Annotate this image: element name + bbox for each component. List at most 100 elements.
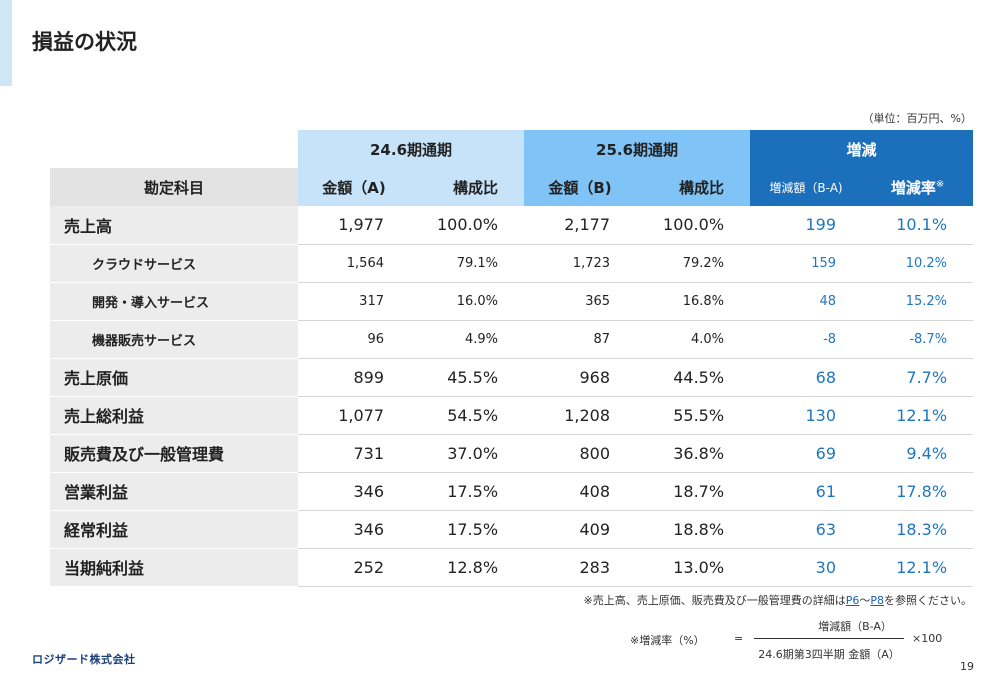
rate-cell: 10.2% xyxy=(862,244,974,283)
table-row: 開発・導入サービス 317 16.0% 365 16.8% 48 15.2% xyxy=(50,282,974,321)
footnote: ※売上高、売上原価、販売費及び一般管理費の詳細はP6〜P8を参照ください。 xyxy=(584,592,973,608)
pl-table-body: 売上高 1,977 100.0% 2,177 100.0% 199 10.1% クラウドサービ… xyxy=(50,206,974,587)
amount-b-cell: 968 xyxy=(524,358,637,397)
company-logo: ロジザード株式会社 xyxy=(32,653,136,666)
column-header-ratio-b: 構成比 xyxy=(636,168,751,206)
ratio-b-cell: 18.7% xyxy=(636,472,751,511)
group-header-prev: 24.6期通期 xyxy=(298,130,525,168)
amount-b-cell: 283 xyxy=(524,548,637,587)
table-row: クラウドサービス 1,564 79.1% 1,723 79.2% 159 10.2% xyxy=(50,244,974,283)
diff-cell: 68 xyxy=(750,358,863,397)
ratio-a-cell: 100.0% xyxy=(410,206,525,245)
amount-b-cell: 2,177 xyxy=(524,206,637,245)
ratio-b-cell: 100.0% xyxy=(636,206,751,245)
footnote-tilde: 〜 xyxy=(859,594,871,607)
column-header-rate: 増減率※ xyxy=(862,168,974,206)
diff-cell: -8 xyxy=(750,320,863,359)
row-label: 開発・導入サービス xyxy=(50,282,298,321)
table-row: 経常利益 346 17.5% 409 18.8% 63 18.3% xyxy=(50,510,974,549)
ratio-b-cell: 79.2% xyxy=(636,244,751,283)
formula-equals: = xyxy=(734,632,744,645)
footnote-link-p8[interactable]: P8 xyxy=(870,594,884,607)
formula-denominator: 24.6期第3四半期 金額（A） xyxy=(758,648,900,661)
table-row: 売上総利益 1,077 54.5% 1,208 55.5% 130 12.1% xyxy=(50,396,974,435)
formula-numerator: 増減額（B-A） xyxy=(818,620,892,633)
ratio-a-cell: 17.5% xyxy=(410,510,525,549)
ratio-a-cell: 37.0% xyxy=(410,434,525,473)
rate-cell: 15.2% xyxy=(862,282,974,321)
diff-cell: 63 xyxy=(750,510,863,549)
ratio-a-cell: 17.5% xyxy=(410,472,525,511)
pl-table: 24.6期通期 25.6期通期 増減 勘定科目 金額（A) 構成比 金額（B) … xyxy=(50,130,974,587)
table-row: 営業利益 346 17.5% 408 18.7% 61 17.8% xyxy=(50,472,974,511)
row-label: 機器販売サービス xyxy=(50,320,298,359)
ratio-b-cell: 55.5% xyxy=(636,396,751,435)
page-title: 損益の状況 xyxy=(32,30,137,54)
unit-note: （単位：百万円、%） xyxy=(862,112,972,125)
formula-multiplier: ×100 xyxy=(912,632,943,645)
amount-a-cell: 317 xyxy=(298,282,410,321)
row-label: 売上高 xyxy=(50,206,298,245)
row-label: 経常利益 xyxy=(50,510,298,549)
amount-b-cell: 365 xyxy=(524,282,637,321)
ratio-b-cell: 4.0% xyxy=(636,320,751,359)
amount-a-cell: 1,077 xyxy=(298,396,410,435)
column-header-rate-text: 増減率 xyxy=(890,178,936,197)
rate-cell: 17.8% xyxy=(862,472,974,511)
ratio-a-cell: 4.9% xyxy=(410,320,525,359)
table-row: 販売費及び一般管理費 731 37.0% 800 36.8% 69 9.4% xyxy=(50,434,974,473)
column-header-label: 勘定科目 xyxy=(50,168,298,206)
column-header-diff: 増減額（B-A) xyxy=(750,168,863,206)
ratio-b-cell: 16.8% xyxy=(636,282,751,321)
amount-b-cell: 1,208 xyxy=(524,396,637,435)
ratio-b-cell: 36.8% xyxy=(636,434,751,473)
diff-cell: 48 xyxy=(750,282,863,321)
rate-cell: 7.7% xyxy=(862,358,974,397)
ratio-a-cell: 54.5% xyxy=(410,396,525,435)
rate-cell: 18.3% xyxy=(862,510,974,549)
ratio-a-cell: 12.8% xyxy=(410,548,525,587)
amount-a-cell: 899 xyxy=(298,358,410,397)
group-header-curr: 25.6期通期 xyxy=(524,130,751,168)
ratio-b-cell: 18.8% xyxy=(636,510,751,549)
amount-b-cell: 409 xyxy=(524,510,637,549)
column-header-amount-a: 金額（A) xyxy=(298,168,410,206)
column-header-amount-b: 金額（B) xyxy=(524,168,637,206)
diff-cell: 61 xyxy=(750,472,863,511)
rate-formula: ※増減率（%） = 増減額（B-A） 24.6期第3四半期 金額（A） ×100 xyxy=(630,616,960,661)
amount-a-cell: 96 xyxy=(298,320,410,359)
rate-cell: 10.1% xyxy=(862,206,974,245)
amount-a-cell: 346 xyxy=(298,472,410,511)
diff-cell: 199 xyxy=(750,206,863,245)
ratio-a-cell: 16.0% xyxy=(410,282,525,321)
ratio-a-cell: 79.1% xyxy=(410,244,525,283)
row-label: 売上原価 xyxy=(50,358,298,397)
row-label: 売上総利益 xyxy=(50,396,298,435)
group-header-change: 増減 xyxy=(750,130,974,168)
amount-b-cell: 800 xyxy=(524,434,637,473)
row-label: 当期純利益 xyxy=(50,548,298,587)
amount-a-cell: 1,564 xyxy=(298,244,410,283)
ratio-a-cell: 45.5% xyxy=(410,358,525,397)
amount-a-cell: 346 xyxy=(298,510,410,549)
amount-a-cell: 252 xyxy=(298,548,410,587)
table-row: 売上原価 899 45.5% 968 44.5% 68 7.7% xyxy=(50,358,974,397)
column-header-row: 勘定科目 金額（A) 構成比 金額（B) 構成比 増減額（B-A) 増減率※ xyxy=(50,168,974,206)
amount-a-cell: 731 xyxy=(298,434,410,473)
diff-cell: 159 xyxy=(750,244,863,283)
formula-label: ※増減率（%） xyxy=(630,634,705,647)
ratio-b-cell: 44.5% xyxy=(636,358,751,397)
row-label: 営業利益 xyxy=(50,472,298,511)
diff-cell: 130 xyxy=(750,396,863,435)
column-header-ratio-a: 構成比 xyxy=(410,168,525,206)
rate-cell: 12.1% xyxy=(862,396,974,435)
formula-fraction-line xyxy=(754,638,904,639)
table-row: 当期純利益 252 12.8% 283 13.0% 30 12.1% xyxy=(50,548,974,587)
row-label: クラウドサービス xyxy=(50,244,298,283)
blank-header-cell xyxy=(50,130,298,168)
rate-cell: -8.7% xyxy=(862,320,974,359)
title-accent-bar xyxy=(0,0,12,86)
amount-a-cell: 1,977 xyxy=(298,206,410,245)
footnote-link-p6[interactable]: P6 xyxy=(845,594,860,607)
rate-cell: 12.1% xyxy=(862,548,974,587)
